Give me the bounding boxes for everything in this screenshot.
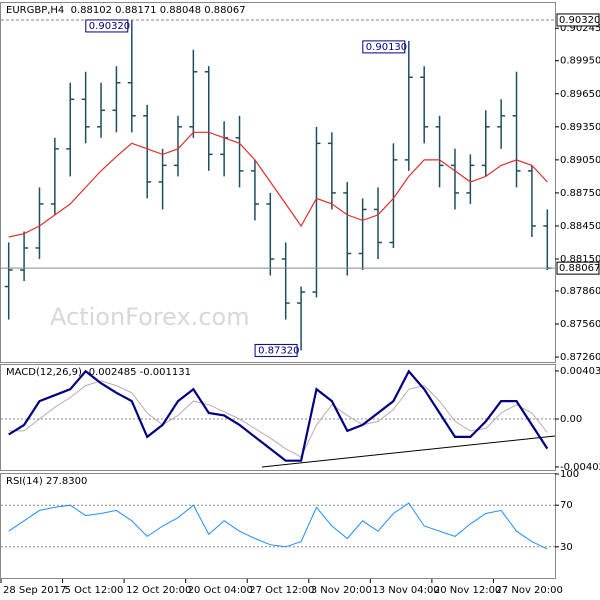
y-tick-label: 0.90245	[560, 23, 600, 34]
price-box	[556, 13, 600, 27]
price-label: 0.88067	[559, 263, 600, 274]
main-panel-frame	[0, 2, 556, 363]
y-tick-label: 0.00	[560, 414, 582, 425]
annotation-box	[254, 343, 298, 357]
rsi-panel-frame	[0, 473, 556, 579]
y-tick-label: -0.004021	[560, 462, 600, 473]
y-tick-label: 70	[560, 500, 573, 511]
y-tick-label: 0.88450	[560, 221, 600, 232]
y-tick-label: 0.88750	[560, 188, 600, 199]
annotation-label: 0.90320	[89, 21, 130, 32]
x-tick-label: 3 Nov 20:00	[311, 585, 372, 596]
y-tick-label: 0.87260	[560, 352, 600, 363]
x-tick-label: 5 Oct 12:00	[65, 585, 124, 596]
panel-header: RSI(14) 27.8300	[6, 476, 87, 487]
x-tick-label: 28 Sep 2017	[3, 585, 66, 596]
annotation-label: 0.90130	[366, 42, 407, 53]
panel-header: MACD(12,26,9) -0.002485 -0.001131	[6, 367, 191, 378]
annotation-label: 0.87320	[258, 345, 299, 356]
y-tick-label: 0.00403	[560, 366, 600, 377]
y-tick-label: 30	[560, 542, 573, 553]
x-tick-label: 20 Oct 04:00	[188, 585, 253, 596]
x-tick-label: 12 Oct 20:00	[126, 585, 191, 596]
y-tick-label: 0.88150	[560, 254, 600, 265]
y-tick-label: 0.87860	[560, 286, 600, 297]
moving-average	[8, 131, 548, 238]
y-tick-label: 0.89950	[560, 56, 600, 67]
x-tick-label: 20 Nov 12:00	[434, 585, 501, 596]
macd-panel-frame	[0, 364, 556, 471]
x-tick-label: 27 Oct 12:00	[249, 585, 314, 596]
x-tick-label: 13 Nov 04:00	[372, 585, 439, 596]
panel-header: EURGBP,H4 0.88102 0.88171 0.88048 0.8806…	[6, 5, 246, 16]
annotation-box	[85, 19, 129, 33]
price-box	[556, 261, 600, 275]
y-tick-label: 0.89050	[560, 155, 600, 166]
watermark: ActionForex.com	[50, 303, 250, 331]
trend-line	[261, 435, 556, 468]
macd-line	[8, 369, 549, 462]
annotation-box	[362, 40, 406, 54]
y-tick-label: 0.89650	[560, 89, 600, 100]
y-tick-label: 0.87560	[560, 319, 600, 330]
y-tick-label: 100	[560, 469, 579, 480]
rsi-line	[8, 502, 548, 550]
y-tick-label: 0.89350	[560, 122, 600, 133]
price-label: 0.90320	[559, 15, 600, 26]
x-tick-label: 27 Nov 20:00	[495, 585, 562, 596]
